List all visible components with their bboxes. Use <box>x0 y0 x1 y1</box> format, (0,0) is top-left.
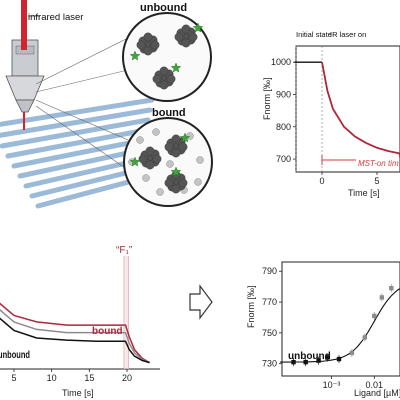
zoom-lines <box>35 37 129 171</box>
chart3-data-point <box>362 335 367 340</box>
chart2-f1-window <box>123 256 129 369</box>
protein-molecule <box>136 32 160 56</box>
chart3-data-point <box>349 350 355 356</box>
chart3-data-point <box>303 359 308 365</box>
chart1-y-tick-label: 700 <box>276 154 291 164</box>
chart3-data-point <box>325 355 330 360</box>
chart2-unbound-series <box>0 317 150 364</box>
capillary-tube <box>0 97 155 127</box>
ligand-dot <box>196 156 204 164</box>
unbound-title: unbound <box>140 2 187 14</box>
protein-molecule <box>138 146 162 170</box>
chart1-y-tick-label: 1000 <box>271 57 291 67</box>
chart1-annotation-initial: Initial state <box>296 30 332 39</box>
chart3-data-point <box>379 295 385 300</box>
chart1-ylabel: Fnorm [‰] <box>262 77 272 120</box>
overlaid-traces-chart: Time [s] “F₁” 5 10 15 20 bound unbound <box>0 245 160 398</box>
protein-molecule <box>152 66 176 90</box>
ligand-dot <box>156 188 164 196</box>
chart1-decay-series <box>321 62 400 158</box>
chart1-x-tick-label: 0 <box>319 176 324 186</box>
chart1-frame <box>295 45 400 173</box>
chart1-y-tick-label: 800 <box>276 122 291 132</box>
chart1-x-tick-label: 5 <box>374 176 379 186</box>
chart1-annotation-mst: MST-on tim <box>358 159 399 168</box>
ligand-dot <box>166 160 174 168</box>
protein-molecule <box>164 134 188 158</box>
chart2-bound-series <box>0 302 150 364</box>
capillary-tube <box>11 137 147 169</box>
ligand-dot <box>136 136 144 144</box>
chart2-intermediate-series <box>0 309 150 364</box>
chart1-annotation-laser: IR laser on <box>330 30 366 39</box>
fluorophore-star <box>170 62 182 73</box>
chart3-data-point <box>291 359 296 365</box>
ligand-dot <box>194 178 202 186</box>
capillary-tube <box>5 127 149 159</box>
ligand-dot <box>152 128 160 136</box>
fluorophore-star <box>170 166 182 177</box>
ligand-dot <box>142 174 150 182</box>
protein-molecule <box>164 170 188 194</box>
chart3-data-point <box>372 313 377 319</box>
capillary-tube <box>29 167 141 199</box>
chart3-x-tick-label: 0.01 <box>366 380 384 390</box>
chart2-unbound-label: unbound <box>0 350 30 361</box>
bound-sample-circle <box>123 117 213 207</box>
chart2-x-tick-label: 20 <box>122 373 132 383</box>
chart3-xlabel: Ligand [µM] <box>354 388 400 398</box>
mst-trace-chart: Initial state IR laser on Fnorm [‰] Time… <box>262 30 400 198</box>
chart3-data-point <box>316 358 321 363</box>
chart2-bound-label: bound <box>92 326 123 337</box>
chart3-y-tick-label: 790 <box>262 266 277 276</box>
chart1-xlabel: Time [s] <box>348 188 380 198</box>
chart2-x-tick-label: 10 <box>47 373 57 383</box>
chart3-data-point <box>336 356 342 362</box>
capillary-tube <box>17 147 145 179</box>
bound-title: bound <box>152 107 186 119</box>
chart2-xlabel: Time [s] <box>62 388 94 398</box>
chart3-y-tick-label: 770 <box>262 297 277 307</box>
chart2-x-tick-label: 5 <box>11 373 16 383</box>
protein-molecule <box>174 24 198 48</box>
chart1-y-tick-label: 900 <box>276 89 291 99</box>
chart3-ylabel: Fnorm [‰] <box>246 285 256 328</box>
fluorophore-star <box>129 50 141 61</box>
fluorophore-star <box>192 22 204 33</box>
chart3-data-point <box>389 285 394 291</box>
chart3-x-tick-label: 10⁻³ <box>323 380 341 390</box>
capillary-tube <box>35 177 139 209</box>
fluorophore-star <box>179 132 191 143</box>
chart3-y-tick-label: 730 <box>262 359 277 369</box>
unbound-sample-circle <box>122 12 212 102</box>
chart2-f1-label: “F₁” <box>116 245 132 256</box>
capillary-tube <box>0 107 153 138</box>
dose-response-chart: Fnorm [‰] Ligand [µM] unbound 730 750 770 7… <box>246 261 400 398</box>
capillary-array <box>0 97 155 209</box>
laser-label: infrared laser <box>28 12 83 23</box>
laser-beam <box>21 0 27 130</box>
chart3-unbound-label: unbound <box>288 351 331 362</box>
fluorophore-star <box>129 156 141 167</box>
capillary-tube <box>23 157 143 189</box>
transition-arrow <box>189 284 213 320</box>
chart3-y-tick-label: 750 <box>262 328 277 338</box>
chart2-x-tick-label: 15 <box>84 373 94 383</box>
